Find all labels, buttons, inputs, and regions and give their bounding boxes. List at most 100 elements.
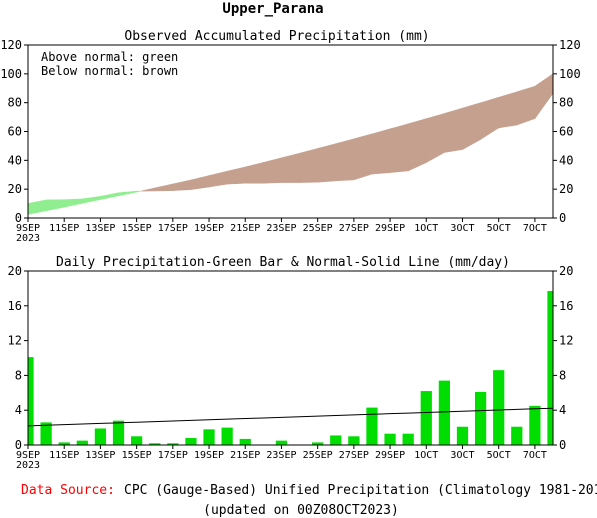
daily-xtick-label: 15SEP [122,450,152,461]
daily-xtick-label: 5OCT [487,450,511,461]
accum-xtick-label: 17SEP [158,223,188,234]
daily-precip-bar [239,438,251,445]
accum-xtick-label: 23SEP [266,223,296,234]
accum-ytick-label-left: 100 [0,67,22,81]
below-normal-area [299,148,318,183]
updated-text: (updated on 00Z08OCT2023) [203,503,399,518]
daily-precip-bar [493,370,505,445]
accum-ytick-label-right: 100 [559,67,581,81]
daily-precip-bar [58,442,70,445]
daily-precip-bar [420,391,432,445]
daily-precip-bar [203,429,215,445]
daily-xtick-label: 23SEP [266,450,296,461]
below-normal-area [281,152,300,183]
accum-xtick-label: 21SEP [230,223,260,234]
accum-xtick-label: 7OCT [523,223,547,234]
below-normal-area [389,123,409,173]
daily-ytick-label-right: 20 [559,264,573,278]
daily-frame [27,270,554,446]
below-normal-area [425,113,445,164]
accumulated-chart-title: Observed Accumulated Precipitation (mm) [124,29,429,44]
below-normal-area [335,138,355,182]
below-normal-area [407,118,427,172]
daily-xtick-label: 25SEP [303,450,333,461]
daily-precip-bar [112,420,125,445]
below-normal-area [516,85,536,126]
daily-precip-bar [185,438,197,445]
daily-precip-bar [547,291,553,445]
daily-ytick-label-left: 20 [8,264,22,278]
daily-precip-bar [474,391,487,445]
daily-precip-bar [402,433,414,445]
daily-precip-bar [28,357,34,445]
daily-precip-bar [275,440,288,445]
daily-xtick-label: 21SEP [230,450,260,461]
accum-xtick-label: 13SEP [85,223,115,234]
daily-xtick-label: 7OCT [523,450,547,461]
accum-xtick-year: 2023 [16,233,40,244]
daily-precip-bar [167,443,179,445]
daily-precip-bar [312,442,324,445]
accum-ytick-label-left: 60 [8,125,22,139]
below-normal-area [154,183,174,192]
daily-ytick-label-right: 12 [559,334,573,348]
accum-ytick-label-left: 80 [8,96,22,110]
daily-xtick-label: 17SEP [158,450,188,461]
above-normal-area [136,190,141,193]
daily-xtick-label: 9SEP [16,450,40,461]
below-normal-area [353,133,373,181]
daily-precip-bar [438,380,450,445]
accum-ytick-label-right: 0 [559,211,566,225]
below-normal-area [480,96,499,140]
below-normal-area [172,179,192,191]
accum-xtick-label: 5OCT [487,223,511,234]
daily-ytick-label-left: 0 [15,438,22,452]
daily-xtick-label: 29SEP [375,450,405,461]
daily-xtick-label: 3OCT [450,450,474,461]
accum-xtick-label: 11SEP [49,223,79,234]
accum-ytick-label-right: 20 [559,182,573,196]
daily-precip-bar [94,428,107,445]
below-normal-area [444,107,463,153]
above-normal-area [27,199,47,215]
source-text: CPC (Gauge-Based) Unified Precipitation … [124,483,597,498]
daily-precip-bar [511,426,523,445]
below-normal-area [263,157,282,184]
daily-xtick-label: 11SEP [49,450,79,461]
legend-above-normal: Above normal: green [41,50,178,64]
daily-precip-bar [456,426,469,445]
daily-xtick-year: 2023 [16,460,40,471]
legend-below-normal: Below normal: brown [41,64,178,78]
daily-chart-plot: 0 0 4 4 8 8 12 12 16 16 20 20 9SEP 11SEP 13SEP 15SEP 17S… [8,264,574,471]
below-normal-area [208,170,228,188]
accum-ytick-label-right: 40 [559,153,573,167]
daily-ytick-label-right: 4 [559,403,566,417]
below-normal-area [371,128,391,175]
daily-precip-bar [366,407,378,445]
accum-ytick-label-right: 80 [559,96,573,110]
above-normal-area [118,190,137,197]
daily-precip-bar [384,433,396,445]
daily-precip-bar [221,427,233,445]
accumulated-chart-plot: 0 0 20 20 40 40 60 60 80 80 100 100 120 120 9SEP 11SEP 1… [0,38,580,244]
daily-precip-bar [76,440,88,445]
below-normal-area [534,73,554,120]
daily-ytick-label-left: 4 [15,403,22,417]
daily-ytick-label-right: 0 [559,438,566,452]
daily-xtick-label: 19SEP [194,450,224,461]
below-normal-area [226,166,246,185]
daily-xtick-label: 27SEP [339,450,369,461]
daily-precip-bar [348,436,360,445]
daily-ytick-label-right: 16 [559,299,573,313]
above-normal-area [45,199,65,212]
daily-precip-bar [330,435,342,445]
daily-precip-bar [529,405,541,445]
daily-xtick-label: 13SEP [85,450,115,461]
accum-ytick-label-right: 60 [559,125,573,139]
above-normal-area [82,196,101,204]
daily-chart-title: Daily Precipitation-Green Bar & Normal-S… [56,255,510,270]
source-label: Data Source: [21,483,115,498]
daily-precip-bar [149,443,161,445]
above-normal-area [100,192,119,200]
